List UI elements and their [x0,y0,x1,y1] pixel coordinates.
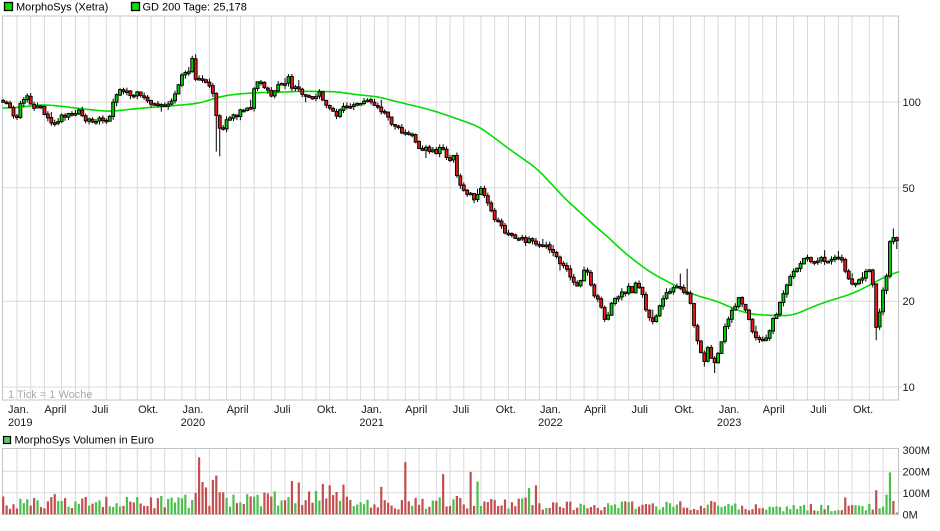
svg-text:Jan.: Jan. [361,404,382,416]
svg-text:Okt.: Okt. [674,404,694,416]
svg-text:Okt.: Okt. [138,404,158,416]
svg-text:Juli: Juli [631,404,648,416]
svg-text:Jan.: Jan. [183,404,204,416]
svg-text:Jan.: Jan. [8,404,29,416]
svg-text:100M: 100M [903,488,931,500]
svg-text:Okt.: Okt. [496,404,516,416]
svg-text:April: April [227,404,249,416]
svg-text:April: April [584,404,606,416]
svg-text:1 Tick = 1 Woche: 1 Tick = 1 Woche [8,389,92,401]
svg-text:2021: 2021 [359,417,383,429]
svg-text:100: 100 [903,97,921,109]
svg-text:Juli: Juli [810,404,827,416]
svg-text:300M: 300M [903,445,931,457]
svg-text:April: April [44,404,66,416]
svg-text:Jan.: Jan. [719,404,740,416]
svg-text:MorphoSys (Xetra): MorphoSys (Xetra) [16,2,108,14]
svg-text:0M: 0M [903,509,918,521]
svg-text:Jan.: Jan. [540,404,561,416]
svg-text:2023: 2023 [717,417,741,429]
svg-text:2022: 2022 [538,417,562,429]
svg-text:Okt.: Okt. [853,404,873,416]
svg-text:April: April [763,404,785,416]
svg-text:2019: 2019 [8,417,32,429]
svg-text:Juli: Juli [92,404,109,416]
svg-text:20: 20 [903,296,915,308]
svg-text:MorphoSys Volumen in Euro: MorphoSys Volumen in Euro [15,435,154,447]
svg-text:200M: 200M [903,466,931,478]
svg-text:Juli: Juli [274,404,291,416]
svg-text:10: 10 [903,382,915,394]
svg-text:Juli: Juli [453,404,470,416]
svg-text:April: April [405,404,427,416]
svg-text:2020: 2020 [181,417,205,429]
svg-text:GD 200 Tage: 25,178: GD 200 Tage: 25,178 [143,2,247,14]
svg-text:Okt.: Okt. [317,404,337,416]
svg-text:50: 50 [903,183,915,195]
